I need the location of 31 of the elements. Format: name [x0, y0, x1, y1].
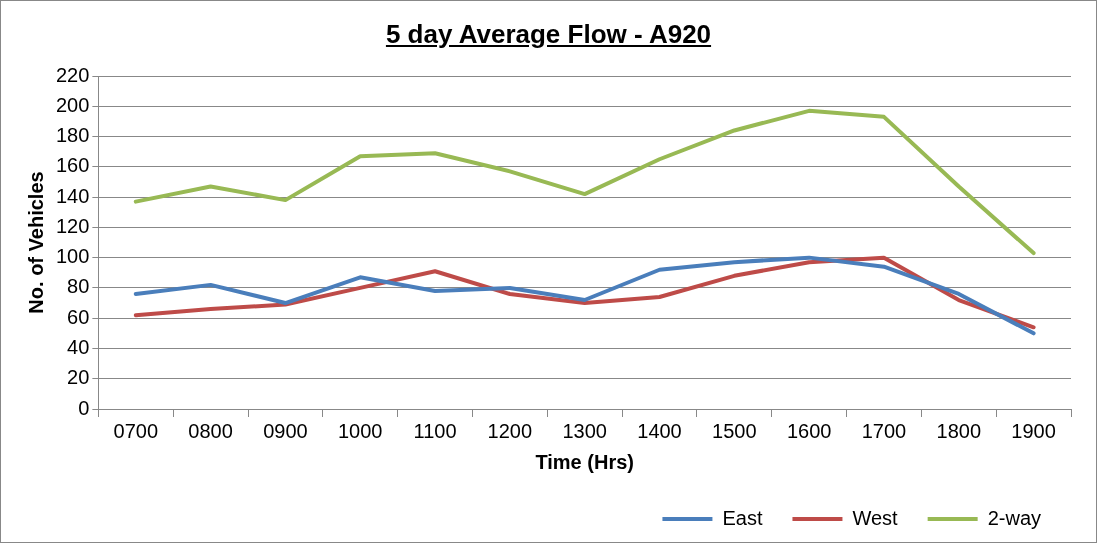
y-tick-label: 160	[55, 154, 90, 177]
y-tick-label: 120	[55, 214, 90, 237]
y-tick-label: 180	[55, 124, 90, 147]
x-tick-label: 1900	[1011, 419, 1056, 442]
y-tick-label: 20	[67, 366, 90, 389]
y-axis-title: No. of Vehicles	[24, 171, 47, 314]
y-tick-label: 140	[55, 184, 90, 207]
x-tick-label: 0800	[188, 419, 233, 442]
y-tick-label: 100	[55, 245, 90, 268]
x-tick-label: 1400	[637, 419, 682, 442]
x-tick-label: 1100	[413, 419, 457, 442]
x-tick-label: 1500	[712, 419, 757, 442]
legend-label: East	[722, 506, 763, 529]
x-tick-label: 0700	[113, 419, 159, 442]
x-tick-label: 1700	[861, 419, 907, 442]
chart-title: 5 day Average Flow - A920	[384, 19, 713, 50]
legend-label: 2-way	[987, 506, 1042, 529]
legend-label: West	[852, 506, 899, 529]
y-tick-label: 60	[67, 305, 90, 328]
y-tick-label: 40	[67, 335, 90, 358]
x-tick-label: 1000	[337, 419, 383, 442]
x-tick-label: 1800	[936, 419, 982, 442]
x-tick-label: 1200	[487, 419, 533, 442]
x-tick-label: 0900	[263, 419, 308, 442]
y-tick-label: 200	[55, 93, 90, 116]
x-tick-label: 1600	[786, 419, 832, 442]
x-tick-label: 1300	[562, 419, 607, 442]
y-tick-label: 220	[55, 63, 90, 86]
y-tick-label: 0	[78, 396, 90, 419]
x-axis-title: Time (Hrs)	[535, 450, 634, 473]
y-tick-label: 80	[67, 275, 90, 298]
